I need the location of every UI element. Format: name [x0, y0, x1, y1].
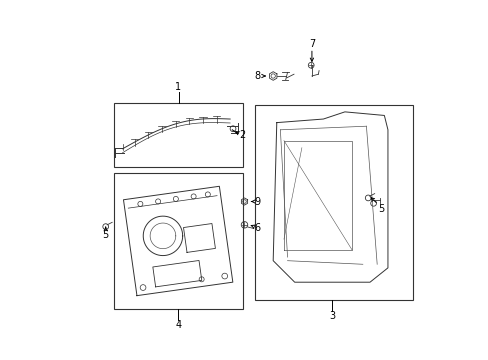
Text: 7: 7 [308, 39, 314, 49]
Text: 5: 5 [378, 204, 384, 214]
Bar [113, 103, 242, 167]
Text: 4: 4 [175, 320, 181, 330]
Text: 1: 1 [175, 82, 181, 93]
Text: 3: 3 [328, 311, 335, 321]
Bar [113, 173, 242, 309]
Text: 2: 2 [238, 130, 244, 140]
Bar [255, 105, 412, 300]
Text: 6: 6 [253, 224, 260, 233]
Text: 5: 5 [102, 230, 109, 240]
Text: 8: 8 [253, 71, 260, 81]
Text: 9: 9 [254, 197, 260, 207]
